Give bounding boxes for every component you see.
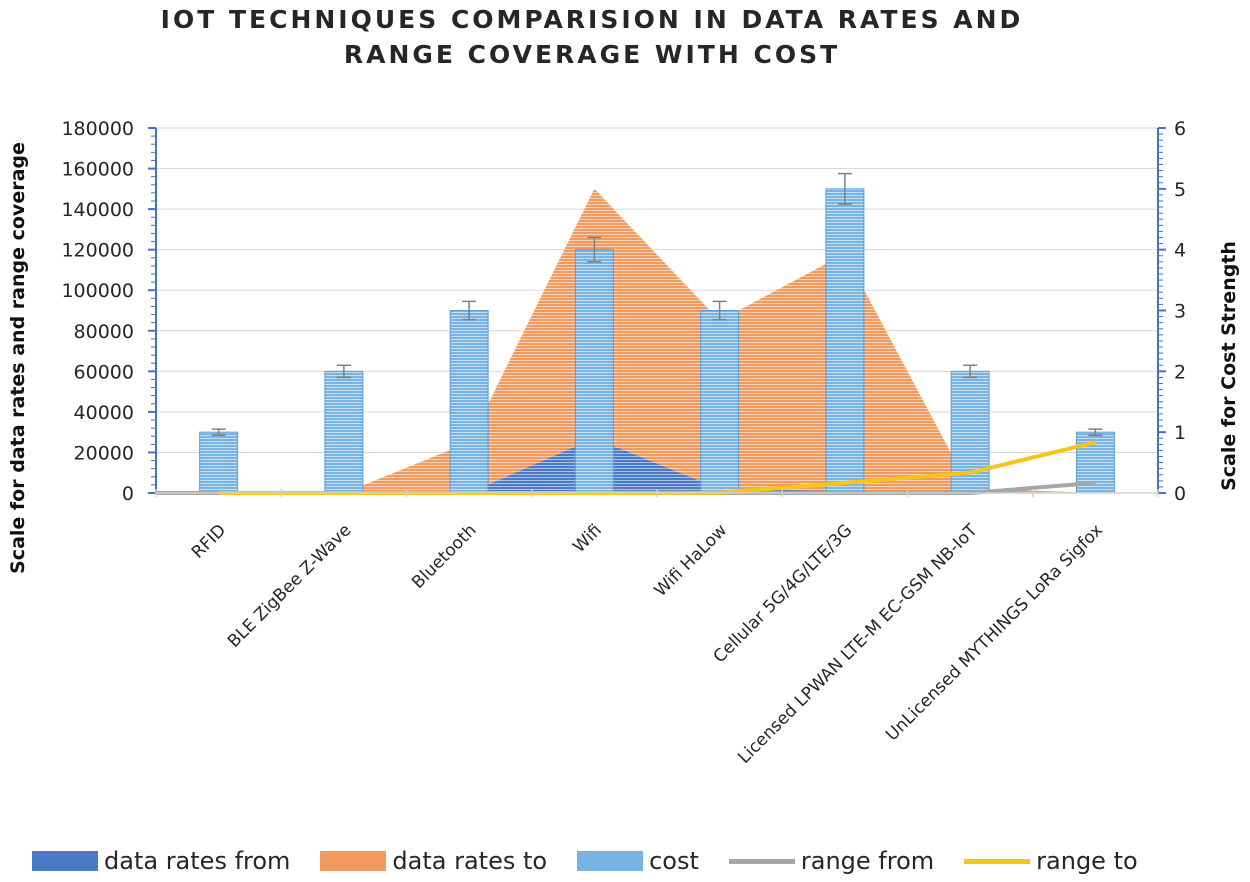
chart-title-line-1: IOT TECHNIQUES COMPARISION IN DATA RATES… xyxy=(160,5,1024,34)
legend-label-data-rates-from: data rates from xyxy=(104,847,291,875)
legend-swatch-range-to xyxy=(964,858,1031,864)
x-category-label-licensed-lpwan-lte-m-ec-gsm-nb-iot: Licensed LPWAN LTE-M EC-GSM NB-IoT xyxy=(734,520,982,768)
y-left-tick-label-160000: 160000 xyxy=(61,159,134,181)
x-category-label-cellular-5g-4g-lte-3g: Cellular 5G/4G/LTE/3G xyxy=(710,520,857,667)
legend-swatch-data-rates-from xyxy=(32,851,98,871)
y-left-tick-label-0: 0 xyxy=(122,483,134,505)
y-right-tick-label-1: 1 xyxy=(1174,422,1186,444)
x-category-label-wifi-halow: Wifi HaLow xyxy=(651,520,732,601)
cost-bar-cellular-5g-4g-lte-3g xyxy=(825,188,865,494)
legend-label-cost: cost xyxy=(649,847,699,875)
cost-bar-wifi-halow xyxy=(700,310,740,494)
y-left-tick-label-120000: 120000 xyxy=(61,240,134,262)
cost-bar-rfid xyxy=(199,431,239,494)
x-category-label-unlicensed-mythings-lora-sigfox: UnLicensed MYTHINGS LoRa Sigfox xyxy=(882,520,1107,745)
legend-item-cost: cost xyxy=(577,847,699,875)
y-left-tick-label-100000: 100000 xyxy=(61,280,134,302)
legend: data rates from data rates to cost range… xyxy=(32,843,1138,879)
combo-chart: 0 20000 40000 60000 80000 100000 120000 140000 1… xyxy=(7,118,1240,768)
chart-title: IOT TECHNIQUES COMPARISION IN DATA RATES… xyxy=(0,2,1184,72)
x-category-label-ble-zigbee-z-wave: BLE ZigBee Z-Wave xyxy=(224,520,355,651)
legend-label-data-rates-to: data rates to xyxy=(392,847,548,875)
legend-item-data-rates-from: data rates from xyxy=(32,847,290,875)
y-right-tick-label-5: 5 xyxy=(1174,179,1186,201)
x-category-label-rfid: RFID xyxy=(188,520,230,562)
legend-item-range-to: range to xyxy=(964,847,1138,875)
y-left-tick-label-180000: 180000 xyxy=(61,118,134,140)
axes xyxy=(148,127,1166,497)
y-left-tick-label-60000: 60000 xyxy=(74,361,134,383)
chart-title-line-2: RANGE COVERAGE WITH COST xyxy=(343,40,841,69)
area-series xyxy=(218,188,1096,494)
cost-bar-ble-zigbee-z-wave xyxy=(324,370,364,494)
cost-error-bars xyxy=(211,172,1103,436)
area-data-rates-to xyxy=(218,188,1096,494)
y-right-tick-label-4: 4 xyxy=(1174,240,1186,262)
y-right-tick-label-6: 6 xyxy=(1174,118,1186,140)
legend-item-data-rates-to: data rates to xyxy=(320,847,547,875)
x-category-label-bluetooth: Bluetooth xyxy=(408,520,481,593)
y-right-tick-label-0: 0 xyxy=(1174,483,1186,505)
y-axis-right-title: Scale for Cost Strength xyxy=(1218,241,1240,491)
y-right-tick-label-2: 2 xyxy=(1174,361,1186,383)
area-data-rates-from xyxy=(218,438,1096,493)
y-axis-left-title: Scale for data rates and range coverage xyxy=(7,142,29,574)
legend-label-range-from: range from xyxy=(800,847,935,875)
legend-label-range-to: range to xyxy=(1036,847,1138,875)
cost-bar-bluetooth xyxy=(449,310,489,494)
x-category-label-wifi: Wifi xyxy=(569,520,606,557)
legend-swatch-data-rates-to xyxy=(320,851,387,871)
y-left-tick-label-40000: 40000 xyxy=(74,402,134,424)
legend-item-range-from: range from xyxy=(728,847,935,875)
y-left-tick-label-140000: 140000 xyxy=(61,199,134,221)
cost-bar-wifi xyxy=(574,249,614,494)
y-left-tick-label-80000: 80000 xyxy=(74,321,134,343)
y-right-tick-label-3: 3 xyxy=(1174,301,1186,323)
legend-swatch-range-from xyxy=(728,858,795,864)
legend-swatch-cost xyxy=(577,851,644,871)
y-left-tick-label-20000: 20000 xyxy=(74,442,134,464)
